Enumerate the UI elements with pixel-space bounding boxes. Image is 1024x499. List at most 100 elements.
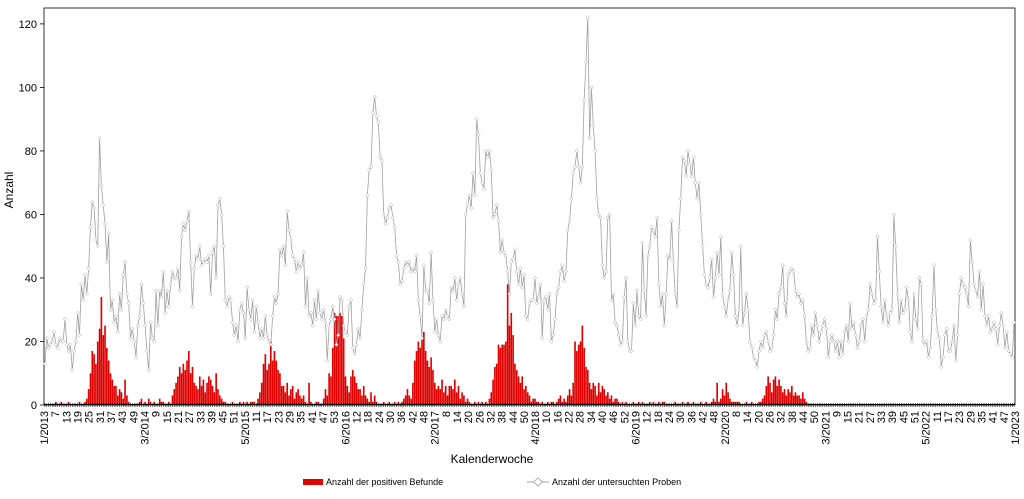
x-tick-label: 5/2022 xyxy=(921,411,933,445)
positive-bar xyxy=(189,373,192,405)
samples-point xyxy=(438,339,443,344)
samples-point xyxy=(186,209,191,214)
samples-point xyxy=(357,336,363,341)
positive-bar xyxy=(184,370,187,405)
samples-point xyxy=(418,313,423,319)
positive-bar xyxy=(605,395,607,405)
samples-point xyxy=(578,180,583,185)
samples-point xyxy=(208,291,213,296)
samples-point xyxy=(367,167,372,173)
samples-point xyxy=(170,269,175,274)
samples-point xyxy=(478,170,483,176)
samples-point xyxy=(764,329,769,335)
x-tick-label: 27 xyxy=(865,411,877,423)
samples-point xyxy=(560,263,565,268)
samples-point xyxy=(643,313,649,319)
positive-bar xyxy=(346,385,349,405)
x-tick-label: 39 xyxy=(887,411,899,423)
samples-point xyxy=(195,256,201,262)
samples-point xyxy=(354,342,359,347)
samples-point xyxy=(299,263,304,268)
x-tick-label: 33 xyxy=(876,411,888,423)
samples-point xyxy=(363,266,368,271)
samples-point xyxy=(740,323,745,328)
samples-point xyxy=(735,323,740,328)
samples-point xyxy=(853,332,858,338)
samples-point xyxy=(279,253,284,258)
samples-point xyxy=(254,304,259,309)
samples-point xyxy=(600,263,605,268)
positive-bar xyxy=(186,360,188,405)
positive-bar xyxy=(404,395,407,405)
samples-point xyxy=(425,288,430,293)
samples-point xyxy=(193,253,199,258)
samples-point xyxy=(314,317,319,322)
samples-point xyxy=(398,282,403,287)
samples-point xyxy=(937,336,942,341)
positive-bar xyxy=(526,392,529,405)
samples-point xyxy=(817,339,822,344)
x-tick-label: 24 xyxy=(664,411,676,423)
samples-point xyxy=(875,234,880,239)
samples-point xyxy=(518,266,523,271)
positive-bar xyxy=(466,398,469,405)
samples-point xyxy=(725,298,731,303)
positive-bar xyxy=(577,344,580,405)
positive-bar xyxy=(501,344,503,405)
positive-bar xyxy=(504,341,507,405)
samples-point xyxy=(807,345,813,350)
positive-bar xyxy=(120,392,123,405)
samples-point xyxy=(261,336,266,341)
samples-point xyxy=(702,272,707,277)
samples-point xyxy=(376,120,381,125)
positive-bar xyxy=(339,312,341,405)
x-tick-label: 9 xyxy=(831,411,843,417)
samples-point xyxy=(250,298,255,303)
x-tick-label: 15 xyxy=(162,411,174,423)
positive-bar xyxy=(801,392,804,405)
samples-point xyxy=(88,224,93,230)
samples-point xyxy=(507,291,512,296)
samples-point xyxy=(991,320,997,325)
positive-bar xyxy=(180,373,183,405)
samples-point xyxy=(132,339,137,344)
samples-point xyxy=(651,228,656,233)
x-tick-label: 48 xyxy=(418,411,430,423)
samples-point xyxy=(860,317,866,322)
positive-bar xyxy=(182,363,185,405)
positive-bar xyxy=(514,363,516,405)
samples-point xyxy=(450,288,456,293)
samples-point xyxy=(379,158,385,163)
samples-point xyxy=(572,164,578,169)
legend-marker-samples xyxy=(533,477,543,487)
samples-point xyxy=(1006,348,1011,354)
samples-point xyxy=(707,275,713,281)
samples-point xyxy=(223,298,228,303)
samples-point xyxy=(270,313,275,319)
samples-point xyxy=(110,298,115,303)
samples-point xyxy=(263,313,268,319)
samples-point xyxy=(1002,345,1008,350)
positive-bar xyxy=(171,395,174,405)
samples-point xyxy=(596,212,601,217)
samples-point xyxy=(445,313,450,319)
x-tick-label: 21 xyxy=(854,411,866,423)
samples-point xyxy=(337,294,343,300)
positive-bar xyxy=(716,382,718,405)
positive-bar xyxy=(324,389,327,405)
positive-bar xyxy=(295,392,298,405)
samples-point xyxy=(906,298,911,303)
samples-point xyxy=(90,199,95,204)
samples-point xyxy=(676,228,682,233)
samples-point xyxy=(503,253,508,258)
positive-bar xyxy=(439,389,442,405)
positive-bar xyxy=(723,395,726,405)
samples-point xyxy=(86,266,91,271)
positive-bar xyxy=(350,376,352,405)
samples-point xyxy=(755,364,760,370)
x-axis-label: Kalenderwoche xyxy=(451,452,534,466)
samples-point xyxy=(277,247,283,252)
positive-bar xyxy=(423,331,425,405)
samples-point xyxy=(206,253,212,258)
legend-swatch-positive xyxy=(303,479,323,485)
